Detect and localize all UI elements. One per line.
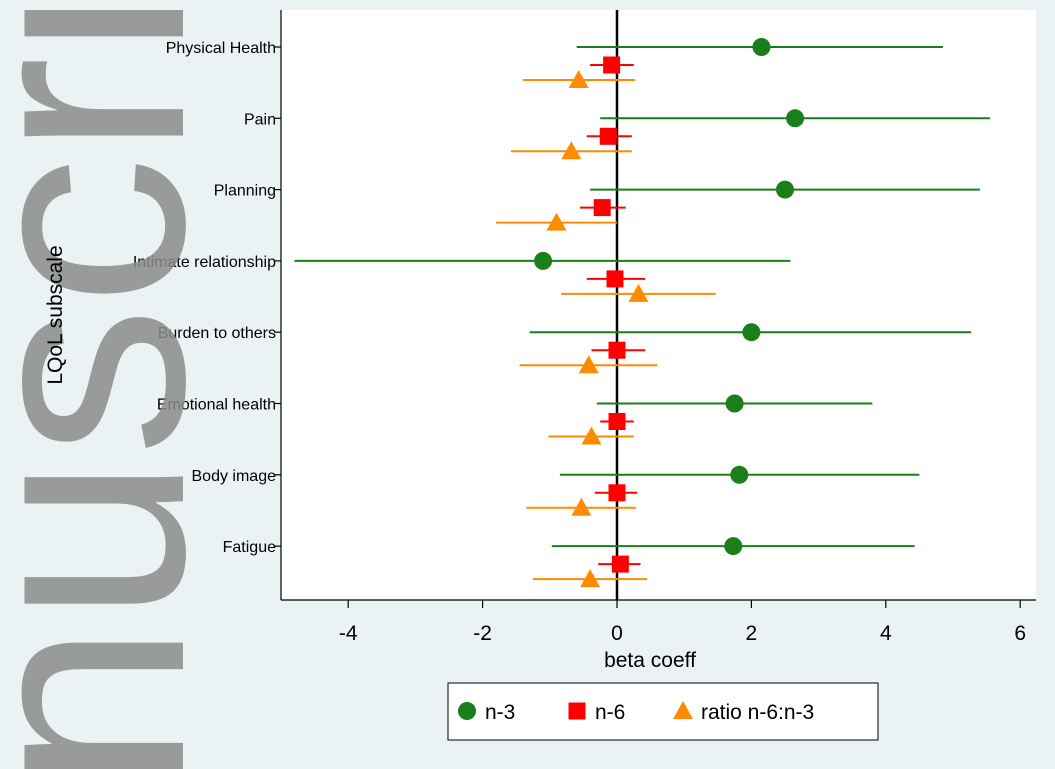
point-ratio <box>580 569 601 588</box>
point-n3 <box>730 465 749 484</box>
point-n3 <box>742 323 761 342</box>
point-n6 <box>603 56 621 74</box>
plot-marks <box>294 10 990 600</box>
x-tick-label: 2 <box>746 622 758 645</box>
point-n6 <box>608 341 626 359</box>
legend: n-3 n-6 ratio n-6:n-3 <box>447 682 879 741</box>
point-ratio <box>571 497 592 516</box>
category-labels: Physical Health Pain Planning Intimate rela… <box>133 40 281 556</box>
point-ratio <box>581 426 602 445</box>
point-n6 <box>599 127 617 145</box>
legend-marker-n6 <box>568 702 586 720</box>
point-ratio <box>628 283 649 302</box>
category-label: Emotional health <box>157 397 276 414</box>
legend-label-n6: n-6 <box>595 701 625 724</box>
legend-label-ratio: ratio n-6:n-3 <box>701 701 814 724</box>
point-n6 <box>611 555 629 573</box>
point-ratio <box>561 141 582 160</box>
point-n3 <box>534 251 553 270</box>
x-axis-ticks: -4 -2 0 2 4 6 <box>339 600 1026 645</box>
category-label: Planning <box>214 183 276 200</box>
category-label: Physical Health <box>166 40 276 57</box>
x-tick-label: 4 <box>880 622 892 645</box>
point-ratio <box>568 70 589 88</box>
legend-box <box>447 682 879 741</box>
point-n6 <box>608 413 626 430</box>
point-n3 <box>724 537 743 556</box>
point-ratio <box>546 212 567 231</box>
category-label: Fatigue <box>223 539 276 556</box>
y-axis-title: LQoL subscale <box>44 245 67 384</box>
x-tick-label: -4 <box>339 622 358 645</box>
x-tick-label: 6 <box>1014 622 1026 645</box>
x-axis-title: beta coeff <box>604 649 696 672</box>
plot-area <box>281 10 1036 600</box>
point-n3 <box>776 180 794 199</box>
x-tick-label: 0 <box>611 622 623 645</box>
point-n3 <box>725 394 744 413</box>
category-label: Pain <box>244 111 276 128</box>
category-label: Burden to others <box>158 325 276 342</box>
legend-marker-ratio <box>673 701 693 719</box>
x-tick-label: -2 <box>473 622 492 645</box>
point-n6 <box>606 270 624 288</box>
category-label: Intimate relationship <box>133 254 276 271</box>
legend-label-n3: n-3 <box>485 701 515 724</box>
point-n6 <box>593 199 611 217</box>
watermark-text: nuscript <box>0 0 249 769</box>
category-label: Body image <box>192 468 277 485</box>
point-n6 <box>608 484 626 502</box>
legend-marker-n3 <box>458 702 476 720</box>
point-ratio <box>578 355 599 374</box>
point-n3 <box>786 109 805 128</box>
point-n3 <box>752 38 771 56</box>
